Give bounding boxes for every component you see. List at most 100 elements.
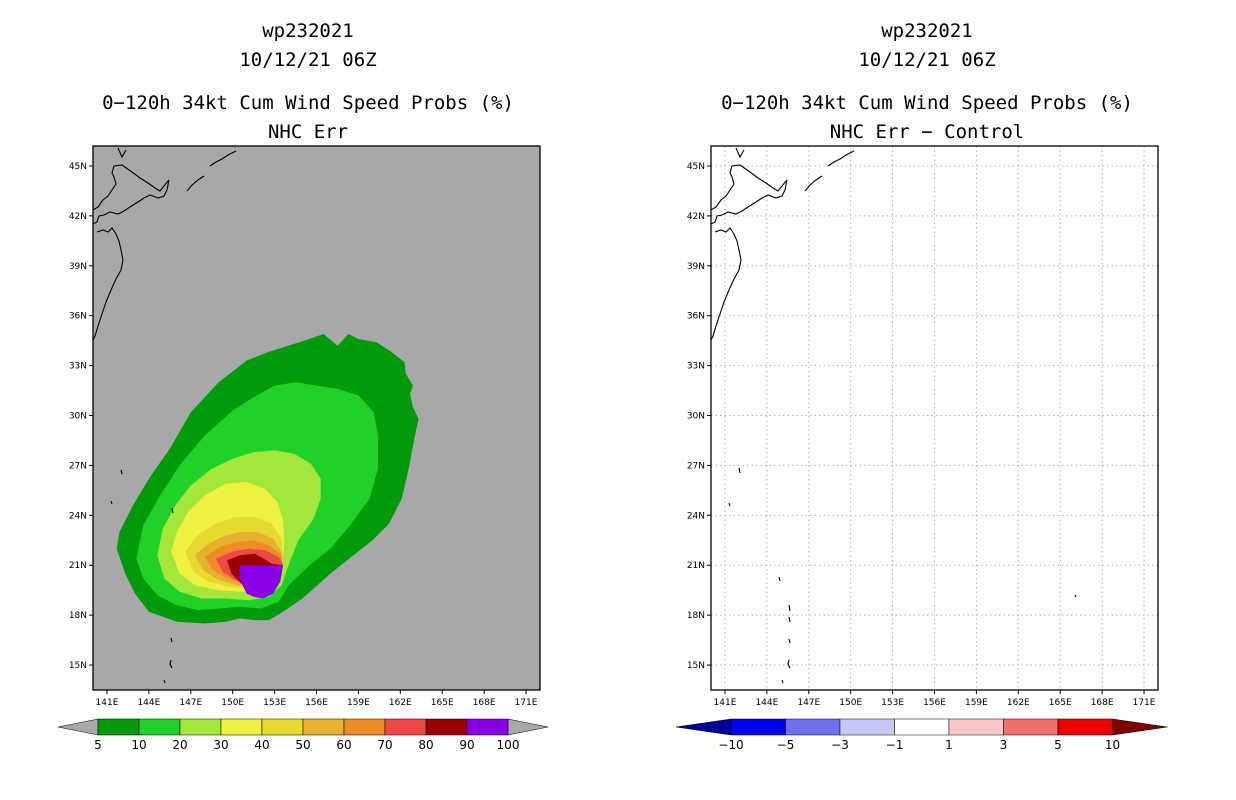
colorbar-box	[97, 718, 140, 736]
lon-tick-label: 168E	[473, 698, 496, 708]
lon-tick-label: 165E	[431, 698, 454, 708]
lon-tick-label: 168E	[1091, 698, 1114, 708]
colorbar-over-triangle	[1112, 718, 1168, 736]
right-coastlines	[711, 147, 1077, 684]
lon-tick-label: 144E	[137, 698, 160, 708]
colorbar-under-triangle	[57, 718, 99, 736]
lat-tick-label: 45N	[69, 162, 87, 172]
lon-tick-label: 159E	[347, 698, 370, 708]
left-chart-subtitle: NHC Err	[268, 121, 348, 143]
lon-tick-label: 162E	[1007, 698, 1030, 708]
lat-tick-label: 15N	[687, 661, 705, 671]
right-storm-id: wp232021	[881, 20, 973, 42]
colorbar-label: 30	[213, 738, 228, 752]
lat-tick-label: 15N	[69, 661, 87, 671]
lat-tick-label: 36N	[69, 312, 87, 322]
colorbar-label: 3	[1000, 738, 1008, 752]
colorbar-label: 1	[945, 738, 953, 752]
colorbar-label: 60	[336, 738, 351, 752]
colorbar-label: 5	[94, 738, 102, 752]
lat-tick-label: 33N	[687, 362, 705, 372]
lat-tick-label: 18N	[687, 611, 705, 621]
colorbar-box	[384, 718, 427, 736]
lat-tick-label: 45N	[687, 162, 705, 172]
colorbar-box	[730, 718, 786, 736]
left-panel: wp232021 10/12/21 06Z 0−120h 34kt Cum Wi…	[57, 20, 549, 752]
lat-tick-label: 42N	[69, 212, 87, 222]
colorbar-label: 90	[459, 738, 474, 752]
colorbar-box	[220, 718, 263, 736]
right-axis-ticks: 141E 144E 147E 150E 153E 156E 159E 162E 165E 168E…	[687, 162, 1156, 708]
lon-tick-label: 141E	[714, 698, 737, 708]
colorbar-box	[138, 718, 181, 736]
colorbar-box	[425, 718, 468, 736]
lon-tick-label: 153E	[263, 698, 286, 708]
right-chart-subtitle: NHC Err − Control	[830, 121, 1024, 143]
colorbar-box	[1003, 718, 1059, 736]
colorbar-label: −5	[777, 738, 795, 752]
colorbar-label: 10	[1105, 738, 1120, 752]
colorbar-over-triangle	[507, 718, 549, 736]
colorbar-label: −10	[718, 738, 743, 752]
colorbar-box	[179, 718, 222, 736]
colorbar-box	[785, 718, 841, 736]
lat-tick-label: 21N	[69, 561, 87, 571]
lon-tick-label: 156E	[305, 698, 328, 708]
right-chart-title: 0−120h 34kt Cum Wind Speed Probs (%)	[721, 92, 1133, 114]
lon-tick-label: 159E	[965, 698, 988, 708]
colorbar-box	[466, 718, 509, 736]
lat-tick-label: 33N	[69, 362, 87, 372]
lat-tick-label: 18N	[69, 611, 87, 621]
lat-tick-label: 24N	[687, 511, 705, 521]
lon-tick-label: 147E	[797, 698, 820, 708]
colorbar-label: −1	[886, 738, 904, 752]
colorbar-box	[1057, 718, 1113, 736]
lon-tick-label: 141E	[96, 698, 119, 708]
lat-tick-label: 30N	[687, 412, 705, 422]
left-chart-title: 0−120h 34kt Cum Wind Speed Probs (%)	[102, 92, 514, 114]
colorbar-label: 40	[254, 738, 269, 752]
left-probability-contours	[116, 334, 419, 624]
left-axis-ticks: 141E 144E 147E 150E 153E 156E 159E 162E 165E 168E…	[69, 162, 538, 708]
colorbar-label: 5	[1054, 738, 1062, 752]
lat-tick-label: 27N	[69, 461, 87, 471]
lat-tick-label: 24N	[69, 511, 87, 521]
lat-tick-label: 21N	[687, 561, 705, 571]
lon-tick-label: 162E	[389, 698, 412, 708]
colorbar-label: 50	[295, 738, 310, 752]
colorbar-box	[948, 718, 1004, 736]
lat-tick-label: 27N	[687, 461, 705, 471]
lat-tick-label: 30N	[69, 412, 87, 422]
lat-tick-label: 39N	[687, 262, 705, 272]
colorbar-box	[261, 718, 304, 736]
colorbar-box	[302, 718, 345, 736]
lon-tick-label: 144E	[755, 698, 778, 708]
lon-tick-label: 171E	[1133, 698, 1156, 708]
left-colorbar: 5 10 20 30 40 50 60 70 80 90 100	[57, 718, 549, 752]
right-date: 10/12/21 06Z	[858, 49, 995, 71]
contour-fill-90	[239, 565, 283, 599]
colorbar-box	[894, 718, 950, 736]
colorbar-label: 100	[497, 738, 520, 752]
left-storm-id: wp232021	[262, 20, 354, 42]
left-date: 10/12/21 06Z	[239, 49, 376, 71]
colorbar-label: 20	[172, 738, 187, 752]
colorbar-label: −3	[831, 738, 849, 752]
lon-tick-label: 156E	[923, 698, 946, 708]
colorbar-label: 10	[131, 738, 146, 752]
lon-tick-label: 165E	[1049, 698, 1072, 708]
lat-tick-label: 42N	[687, 212, 705, 222]
right-gridlines	[711, 146, 1158, 690]
colorbar-under-triangle	[675, 718, 732, 736]
colorbar-box	[839, 718, 895, 736]
lat-tick-label: 36N	[687, 312, 705, 322]
lon-tick-label: 150E	[221, 698, 244, 708]
lon-tick-label: 150E	[839, 698, 862, 708]
left-coastlines	[93, 147, 237, 684]
colorbar-label: 70	[377, 738, 392, 752]
colorbar-label: 80	[418, 738, 433, 752]
lon-tick-label: 153E	[881, 698, 904, 708]
lat-tick-label: 39N	[69, 262, 87, 272]
colorbar-box	[343, 718, 386, 736]
